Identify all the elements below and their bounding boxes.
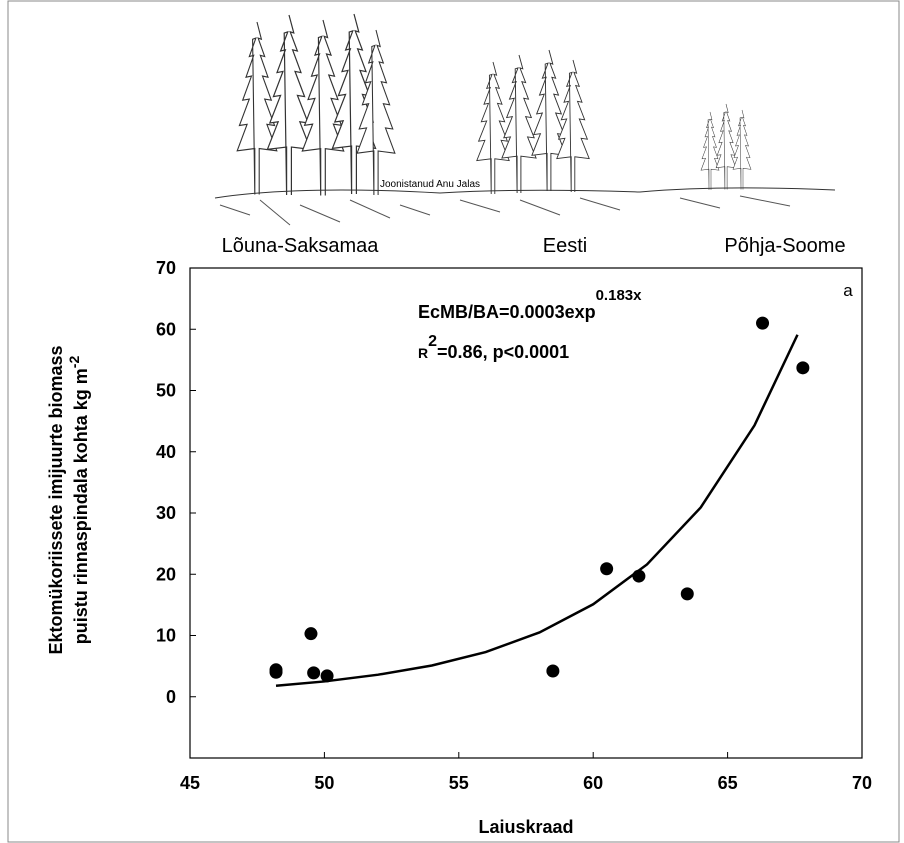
y-tick-label: 50 <box>156 381 176 401</box>
data-point <box>680 587 694 601</box>
panel-label: a <box>843 281 853 300</box>
y-tick-label: 40 <box>156 442 176 462</box>
y-axis-title-line: puistu rinnaspindala kohta kg m-2 <box>66 356 91 645</box>
equation-text: EcMB/BA=0.0003exp <box>418 302 596 322</box>
y-tick-label: 70 <box>156 258 176 278</box>
x-tick-label: 55 <box>449 773 469 793</box>
data-point <box>269 665 283 679</box>
data-point <box>600 562 614 576</box>
illustration-label: Põhja-Soome <box>724 235 845 257</box>
y-tick-label: 30 <box>156 503 176 523</box>
data-point <box>546 664 560 678</box>
illustration-label: Lõuna-Saksamaa <box>222 235 380 257</box>
y-tick-label: 0 <box>166 687 176 707</box>
fit-curve <box>275 334 799 687</box>
x-tick-label: 65 <box>718 773 738 793</box>
illustration-label: Eesti <box>543 235 587 257</box>
x-axis-title: Laiuskraad <box>478 817 573 837</box>
data-point <box>304 627 318 641</box>
y-axis-title-exponent: -2 <box>66 356 82 369</box>
data-point <box>632 569 646 583</box>
x-tick-label: 50 <box>314 773 334 793</box>
x-tick-label: 45 <box>180 773 200 793</box>
y-axis-title-text: puistu rinnaspindala kohta kg m <box>71 368 91 644</box>
equation: EcMB/BA=0.0003exp0.183x <box>418 287 642 322</box>
x-tick-label: 60 <box>583 773 603 793</box>
y-tick-label: 10 <box>156 626 176 646</box>
stats-text: =0.86, p<0.0001 <box>437 342 569 362</box>
data-point <box>796 361 810 375</box>
equation-exponent: 0.183x <box>596 287 643 304</box>
y-axis-title: Ektomükoriissete imijuurte biomass puist… <box>46 345 91 654</box>
r-label: R <box>418 345 428 361</box>
illustration-credit: Joonistanud Anu Jalas <box>380 179 480 190</box>
y-axis-title-line: Ektomükoriissete imijuurte biomass <box>46 345 66 654</box>
y-tick-label: 20 <box>156 564 176 584</box>
r-exponent: 2 <box>428 333 437 350</box>
tree-illustration <box>214 13 836 226</box>
frame <box>7 0 900 843</box>
y-tick-label: 60 <box>156 319 176 339</box>
data-point <box>320 669 334 683</box>
x-tick-label: 70 <box>852 773 872 793</box>
statistics: R2=0.86, p<0.0001 <box>418 333 569 362</box>
data-point <box>756 316 770 330</box>
data-point <box>307 666 321 680</box>
